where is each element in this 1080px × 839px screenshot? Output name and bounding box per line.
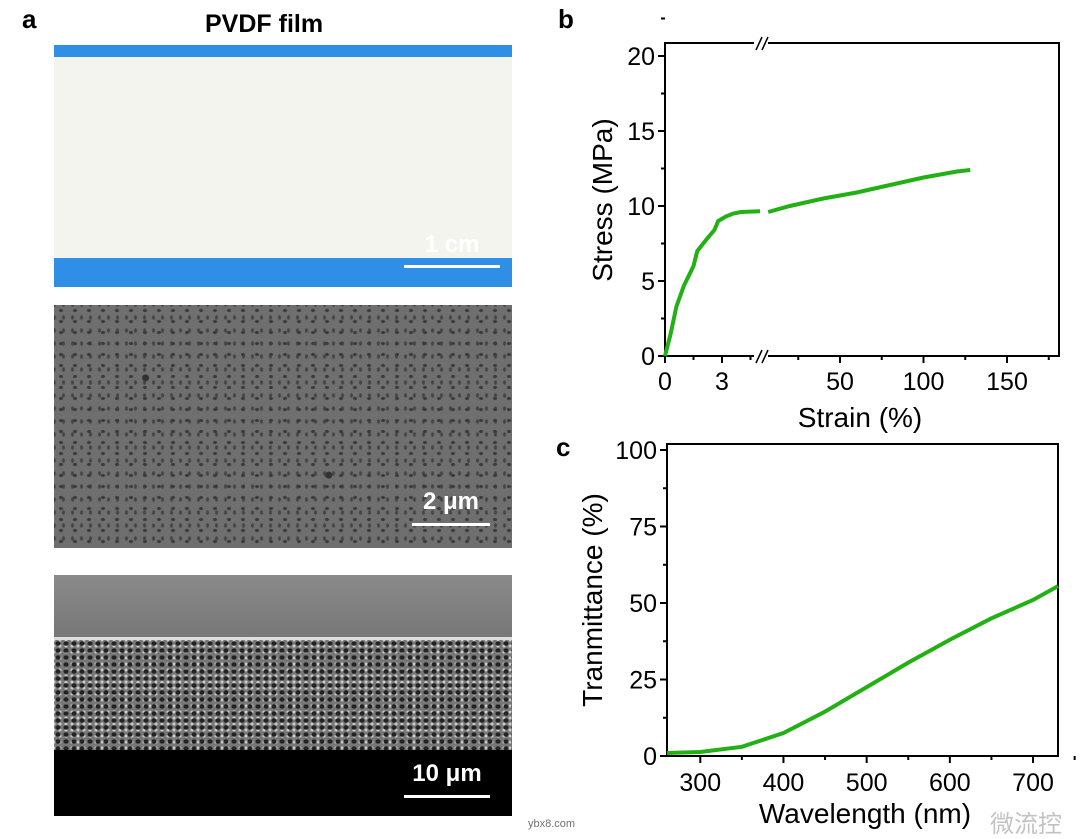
- y-axis-label: Tranmittance (%): [577, 493, 608, 707]
- x-tick-label: 150: [986, 368, 1028, 396]
- y-tick-label: 0: [641, 343, 655, 371]
- y-tick-label: 75: [629, 514, 657, 542]
- axis-break-mark: [761, 36, 769, 51]
- transmittance-line: [666, 584, 1059, 755]
- y-axis-label: Stress (MPa): [587, 118, 618, 281]
- y-tick-label: 100: [615, 437, 657, 465]
- y-tick-label: 25: [629, 667, 657, 695]
- sem-cross-section-image: 10 μm: [54, 575, 512, 816]
- pvdf-film-photo: 1 cm: [54, 45, 512, 287]
- panel-label-c: c: [556, 432, 571, 462]
- stress-strain-line-segment: [663, 209, 761, 357]
- x-tick-label: 50: [826, 368, 854, 396]
- x-tick-label: 100: [903, 368, 945, 396]
- plot-frame: [666, 443, 1059, 757]
- y-tick-label: 5: [641, 268, 655, 296]
- x-tick-label: 600: [929, 769, 971, 797]
- y-tick-label: 50: [629, 590, 657, 618]
- panel-a-title: PVDF film: [205, 10, 324, 38]
- x-tick-label: 700: [1012, 769, 1054, 797]
- axis-break-mark: [755, 36, 763, 51]
- x-tick-label: 400: [763, 769, 805, 797]
- x-axis-label: Strain (%): [798, 402, 922, 433]
- stress-strain-line-segment: [767, 168, 971, 214]
- y-tick-label: 15: [627, 118, 655, 146]
- x-axis-label: Wavelength (nm): [759, 798, 971, 829]
- x-tick-label: 0: [658, 368, 672, 396]
- axis-break-mark: [755, 349, 763, 364]
- y-tick-label: 0: [643, 743, 657, 771]
- x-tick-label: 3: [715, 368, 729, 396]
- scale-bar-label: 1 cm: [424, 231, 480, 258]
- scale-bar-label: 10 μm: [412, 760, 482, 787]
- x-tick-label: 300: [679, 769, 721, 797]
- sem-surface-image: 2 μm: [54, 305, 512, 548]
- watermark-site: ybx8.com: [528, 818, 576, 830]
- plot-frame: [664, 42, 1060, 357]
- y-tick-label: 20: [627, 43, 655, 71]
- panel-label-a: a: [22, 4, 37, 34]
- panel-label-b: b: [558, 4, 574, 34]
- x-tick-label: 500: [846, 769, 888, 797]
- axis-break-mark: [761, 349, 769, 364]
- scale-bar-label: 2 μm: [422, 488, 480, 515]
- y-tick-label: 10: [627, 193, 655, 221]
- watermark: 微流控: [990, 811, 1062, 838]
